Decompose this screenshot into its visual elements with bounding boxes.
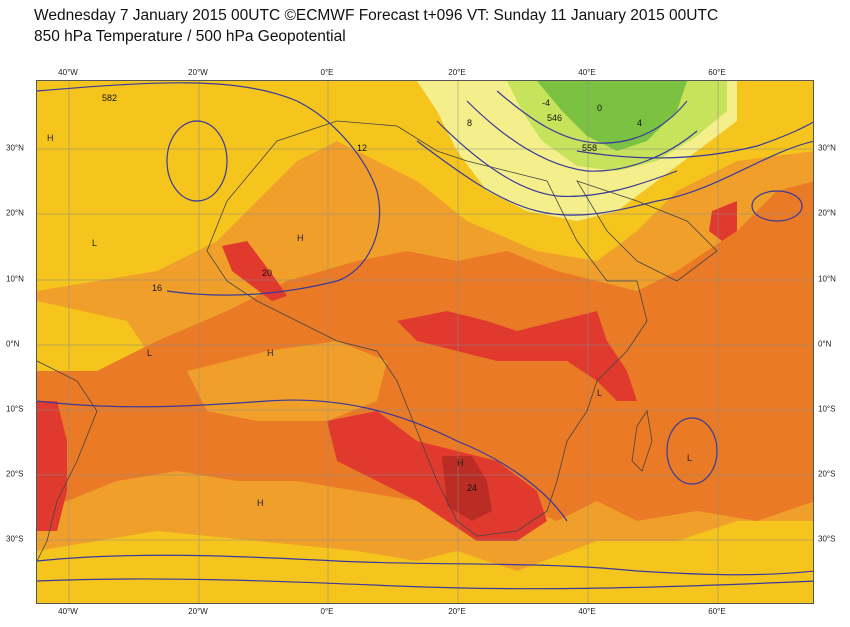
temp-field-red-west-edge xyxy=(37,401,67,531)
temp-field-red-south xyxy=(327,411,547,541)
high-pressure-marker: H xyxy=(267,348,274,358)
lon-label-0e-bottom: 0°E xyxy=(320,607,334,616)
coastline-madagascar xyxy=(631,409,653,472)
temp-field-orange-inner xyxy=(187,341,387,421)
contour-label: -4 xyxy=(542,98,550,108)
contour-label: 582 xyxy=(102,93,117,103)
lon-label-0e-top: 0°E xyxy=(320,68,334,77)
coastline-africa xyxy=(206,120,648,537)
temp-field-red-central xyxy=(397,311,637,401)
lon-label-60e-bottom: 60°E xyxy=(708,607,726,616)
lon-label-20e-bottom: 20°E xyxy=(448,607,466,616)
lat-label-20n-right: 20°N xyxy=(818,208,836,218)
lon-label-40e-bottom: 40°E xyxy=(578,607,596,616)
temp-field-yellow-south xyxy=(37,521,813,603)
forecast-title: Wednesday 7 January 2015 00UTC ©ECMWF Fo… xyxy=(34,7,719,24)
lon-label-20w-top: 20°W xyxy=(188,68,208,77)
forecast-map: 8 12 16 20 24 -4 0 4 546 558 582 H H H H… xyxy=(36,80,814,604)
contour-label: 4 xyxy=(637,118,642,128)
lat-label-0n-left: 0°N xyxy=(6,339,20,349)
high-pressure-marker: H xyxy=(457,458,464,468)
low-pressure-marker: L xyxy=(92,238,97,248)
lat-label-0n-right: 0°N xyxy=(818,339,832,349)
temp-field-red-west-africa xyxy=(222,241,287,301)
forecast-subtitle: 850 hPa Temperature / 500 hPa Geopotenti… xyxy=(34,28,346,45)
lat-label-10n-left: 10°N xyxy=(6,274,24,284)
temp-field-darkred xyxy=(442,456,492,521)
contour-label: 24 xyxy=(467,483,477,493)
contour-label: 16 xyxy=(152,283,162,293)
lat-label-10s-right: 10°S xyxy=(818,404,836,414)
lat-label-30s-left: 30°S xyxy=(6,534,24,544)
contour-label: 20 xyxy=(262,268,272,278)
lon-label-20w-bottom: 20°W xyxy=(188,607,208,616)
low-pressure-marker: L xyxy=(687,453,692,463)
contour-label: 558 xyxy=(582,143,597,153)
lon-label-20e-top: 20°E xyxy=(448,68,466,77)
lon-label-40e-top: 40°E xyxy=(578,68,596,77)
low-pressure-marker: L xyxy=(597,388,602,398)
lat-label-20s-right: 20°S xyxy=(818,469,836,479)
contour-label: 0 xyxy=(597,103,602,113)
temp-field-green xyxy=(537,81,687,151)
graticule xyxy=(37,81,813,603)
contour-label: 8 xyxy=(467,118,472,128)
temp-field-darkorange xyxy=(37,181,813,521)
contour-label: 12 xyxy=(357,143,367,153)
low-pressure-marker: L xyxy=(147,348,152,358)
temp-field-red-arabia xyxy=(709,201,737,241)
geopotential-isolines xyxy=(37,82,813,590)
coastline-south-america xyxy=(37,360,98,562)
lat-label-30n-left: 30°N xyxy=(6,143,24,153)
lon-label-60e-top: 60°E xyxy=(708,68,726,77)
lat-label-20n-left: 20°N xyxy=(6,208,24,218)
contour-label: 546 xyxy=(547,113,562,123)
lat-label-20s-left: 20°S xyxy=(6,469,24,479)
lon-label-40w-top: 40°W xyxy=(58,68,78,77)
high-pressure-marker: H xyxy=(297,233,304,243)
high-pressure-marker: H xyxy=(257,498,264,508)
lat-label-30s-right: 30°S xyxy=(818,534,836,544)
high-pressure-marker: H xyxy=(47,133,54,143)
lat-label-10n-right: 10°N xyxy=(818,274,836,284)
lon-label-40w-bottom: 40°W xyxy=(58,607,78,616)
lat-label-10s-left: 10°S xyxy=(6,404,24,414)
lat-label-30n-right: 30°N xyxy=(818,143,836,153)
